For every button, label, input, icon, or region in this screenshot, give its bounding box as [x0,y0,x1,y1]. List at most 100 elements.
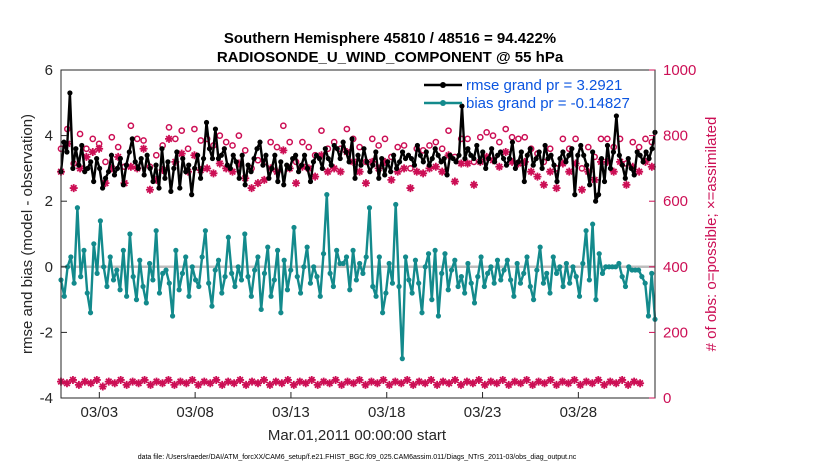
plot-frame [60,69,656,399]
data-point [278,159,284,165]
data-point [215,257,222,263]
data-point [340,260,346,267]
data-point [411,162,418,168]
data-point [297,290,304,296]
obs-possible-point [375,142,382,149]
obs-assimilated-point [495,162,504,171]
obs-assimilated-point [164,375,173,384]
data-point [465,146,471,152]
obs-assimilated-point [126,162,135,171]
obs-assimilated-point [397,379,406,388]
data-point [97,218,103,224]
data-point [544,270,550,276]
data-point [258,306,264,313]
data-point [209,303,215,309]
obs-assimilated-point [571,159,580,168]
data-point [222,274,228,280]
obs-assimilated-point [355,167,364,176]
obs-assimilated-point [450,177,459,186]
obs-assimilated-point [86,379,95,388]
data-point [268,293,274,299]
data-point [311,264,317,270]
data-point [202,228,208,234]
data-point [580,260,586,267]
data-point [613,113,619,119]
data-point [260,162,266,168]
obs-assimilated-point [565,167,574,176]
obs-assimilated-point [391,377,400,386]
obs-assimilated-point [534,377,543,386]
data-point [294,274,300,280]
obs-assimilated-point [533,172,542,181]
data-point [622,175,628,181]
obs-assimilated-point [323,167,332,176]
obs-assimilated-point [101,179,110,188]
data-point [508,277,514,283]
data-point [147,260,153,267]
obs-assimilated-point [215,159,224,168]
obs-assimilated-point [427,375,436,384]
obs-assimilated-point [618,375,627,384]
obs-possible-point [267,138,274,146]
obs-assimilated-point [421,379,430,388]
obs-assimilated-point [577,185,586,194]
plot-area [61,70,655,398]
obs-assimilated-point [582,377,591,386]
obs-assimilated-point [552,184,561,193]
data-point [179,270,186,276]
obs-assimilated-point [385,380,394,389]
obs-assimilated-point [456,380,465,389]
obs-possible-point [102,158,109,166]
obs-assimilated-point [508,157,517,166]
obs-assimilated-point [337,380,346,389]
obs-assimilated-point [331,375,340,384]
data-point [567,280,573,286]
data-point [596,251,602,257]
obs-assimilated-point [76,164,85,173]
data-point [494,257,501,263]
data-point [132,159,138,165]
data-point [102,175,109,181]
data-point [512,165,519,171]
data-point [296,169,302,175]
obs-assimilated-point [630,377,639,386]
obs-assimilated-point [600,380,609,389]
data-point [293,152,299,158]
data-point [232,283,238,290]
legend-label: rmse grand pr = 3.2921 [466,77,622,94]
data-point [197,175,204,181]
obs-assimilated-point [498,375,507,384]
data-point [626,264,632,270]
obs-assimilated-point [114,152,123,161]
obs-possible-point [546,145,554,153]
data-point [517,280,524,286]
data-point [530,297,537,303]
data-point [429,155,435,162]
obs-assimilated-point [122,380,131,389]
x-tick-label: 03/28 [560,404,598,421]
data-point [176,287,182,293]
obs-assimilated-point [540,379,549,388]
obs-assimilated-point [622,180,631,189]
obs-assimilated-point [68,375,77,384]
obs-possible-point [559,135,567,143]
obs-possible-point [635,143,643,151]
data-point [248,169,254,175]
data-point [483,165,489,171]
obs-possible-point [152,151,160,159]
data-point [271,277,277,283]
obs-possible-point [318,127,325,135]
data-point [186,162,192,168]
obs-assimilated-point [209,169,218,178]
obs-assimilated-point [419,169,428,178]
data-point [150,178,156,185]
data-point [640,159,646,165]
obs-assimilated-point [146,380,155,389]
data-point [196,283,202,290]
obs-possible-point [127,122,135,130]
data-point [129,136,135,142]
data-point [340,139,346,145]
data-point [91,241,97,247]
data-point [547,290,553,296]
y-tick-label: -2 [40,324,53,341]
